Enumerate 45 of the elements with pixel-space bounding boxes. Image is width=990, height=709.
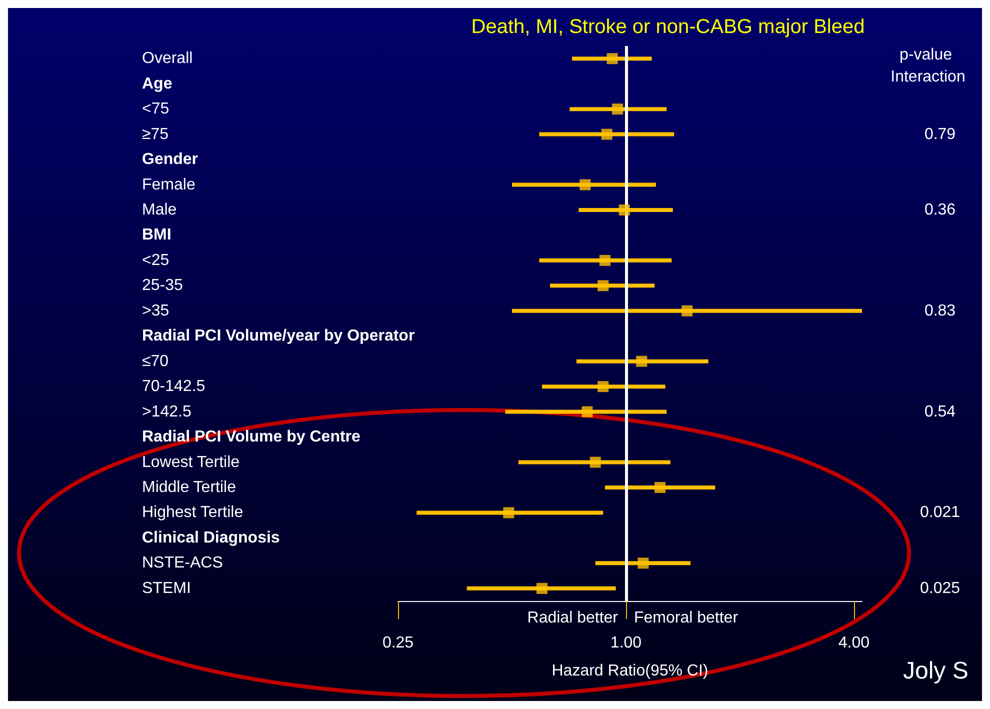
point bbox=[636, 356, 648, 367]
y-tick-label: BMI bbox=[142, 226, 172, 244]
text: 0.54 bbox=[924, 403, 956, 420]
text: 0.36 bbox=[924, 201, 956, 218]
y-tick-label: Gender bbox=[142, 151, 198, 168]
y-tick-label: Radial PCI Volume/year by Operator bbox=[142, 328, 415, 345]
point bbox=[618, 204, 630, 216]
text: p-value Interaction bbox=[890, 46, 966, 86]
text: 0.79 bbox=[924, 126, 956, 143]
point bbox=[599, 254, 610, 266]
text: Femoral better bbox=[634, 610, 739, 626]
point bbox=[606, 53, 618, 64]
point bbox=[601, 128, 612, 140]
y-tick-label: <25 bbox=[142, 252, 170, 269]
text: 0.021 bbox=[920, 504, 960, 522]
y-tick-label: Male bbox=[142, 201, 177, 218]
point bbox=[638, 558, 649, 569]
text: 0.025 bbox=[920, 580, 960, 597]
x-tick-label: 4.00 bbox=[838, 634, 870, 652]
text: 0.83 bbox=[924, 302, 956, 320]
y-tick-label: Middle Tertile bbox=[142, 478, 236, 496]
y-tick-label: ≥75 bbox=[142, 126, 169, 143]
y-tick-label: Lowest Tertile bbox=[142, 454, 240, 471]
x-tick-label: 0.25 bbox=[382, 634, 414, 652]
point bbox=[598, 280, 609, 292]
y-tick-label: Overall bbox=[142, 50, 193, 68]
y-tick-label: 25-35 bbox=[142, 277, 184, 294]
y-tick-label: >35 bbox=[142, 302, 170, 320]
point bbox=[598, 381, 609, 392]
y-tick-label: ≤70 bbox=[142, 352, 169, 370]
y-tick-label: 70-142.5 bbox=[142, 378, 206, 396]
x-tick-label: 1.00 bbox=[610, 634, 642, 652]
text: Joly S bbox=[903, 658, 968, 684]
y-tick-label: >142.5 bbox=[142, 403, 192, 420]
y-tick-label: Clinical Diagnosis bbox=[142, 529, 280, 546]
text: Radial better bbox=[527, 610, 619, 626]
chart-title: Death, MI, Stroke or non-CABG major Bleed bbox=[471, 16, 865, 38]
y-tick-label: Age bbox=[142, 75, 172, 92]
y-tick-label: Female bbox=[142, 176, 196, 194]
y-tick-label: STEMI bbox=[142, 580, 191, 597]
point bbox=[590, 456, 601, 468]
y-tick-label: Highest Tertile bbox=[142, 504, 244, 522]
y-tick-label: NSTE-ACS bbox=[142, 554, 223, 572]
point bbox=[612, 104, 624, 115]
y-tick-label: <75 bbox=[142, 100, 170, 118]
